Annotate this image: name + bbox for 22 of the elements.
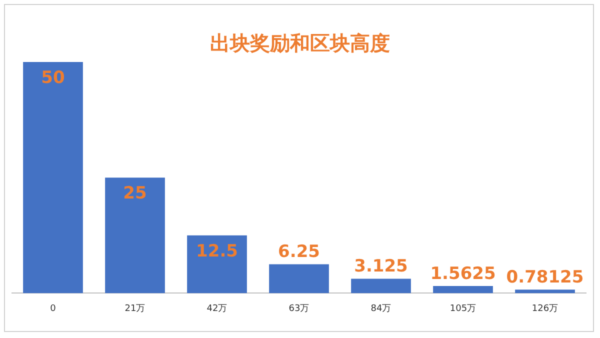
data-label: 12.5 [196, 241, 238, 262]
bar [433, 286, 493, 294]
bar [515, 290, 575, 294]
bar [105, 178, 165, 294]
x-tick-label: 126万 [532, 304, 558, 314]
bar [23, 62, 83, 294]
bar [351, 278, 411, 294]
chart-title: 出块奖励和区块高度 [209, 30, 391, 57]
x-tick-label: 63万 [288, 304, 310, 314]
x-tick-label: 42万 [206, 304, 228, 314]
x-tick-label: 21万 [124, 304, 146, 314]
data-label: 3.125 [354, 256, 408, 277]
data-label: 0.78125 [506, 268, 584, 288]
x-tick-label: 105万 [450, 304, 476, 314]
data-label: 1.5625 [430, 264, 496, 284]
x-tick-label: 84万 [370, 304, 392, 314]
bar [187, 235, 247, 294]
data-label: 6.25 [278, 242, 320, 262]
x-tick-label: 0 [50, 304, 56, 314]
data-label: 50 [41, 68, 65, 88]
data-label: 25 [123, 184, 147, 204]
bar [269, 264, 329, 294]
